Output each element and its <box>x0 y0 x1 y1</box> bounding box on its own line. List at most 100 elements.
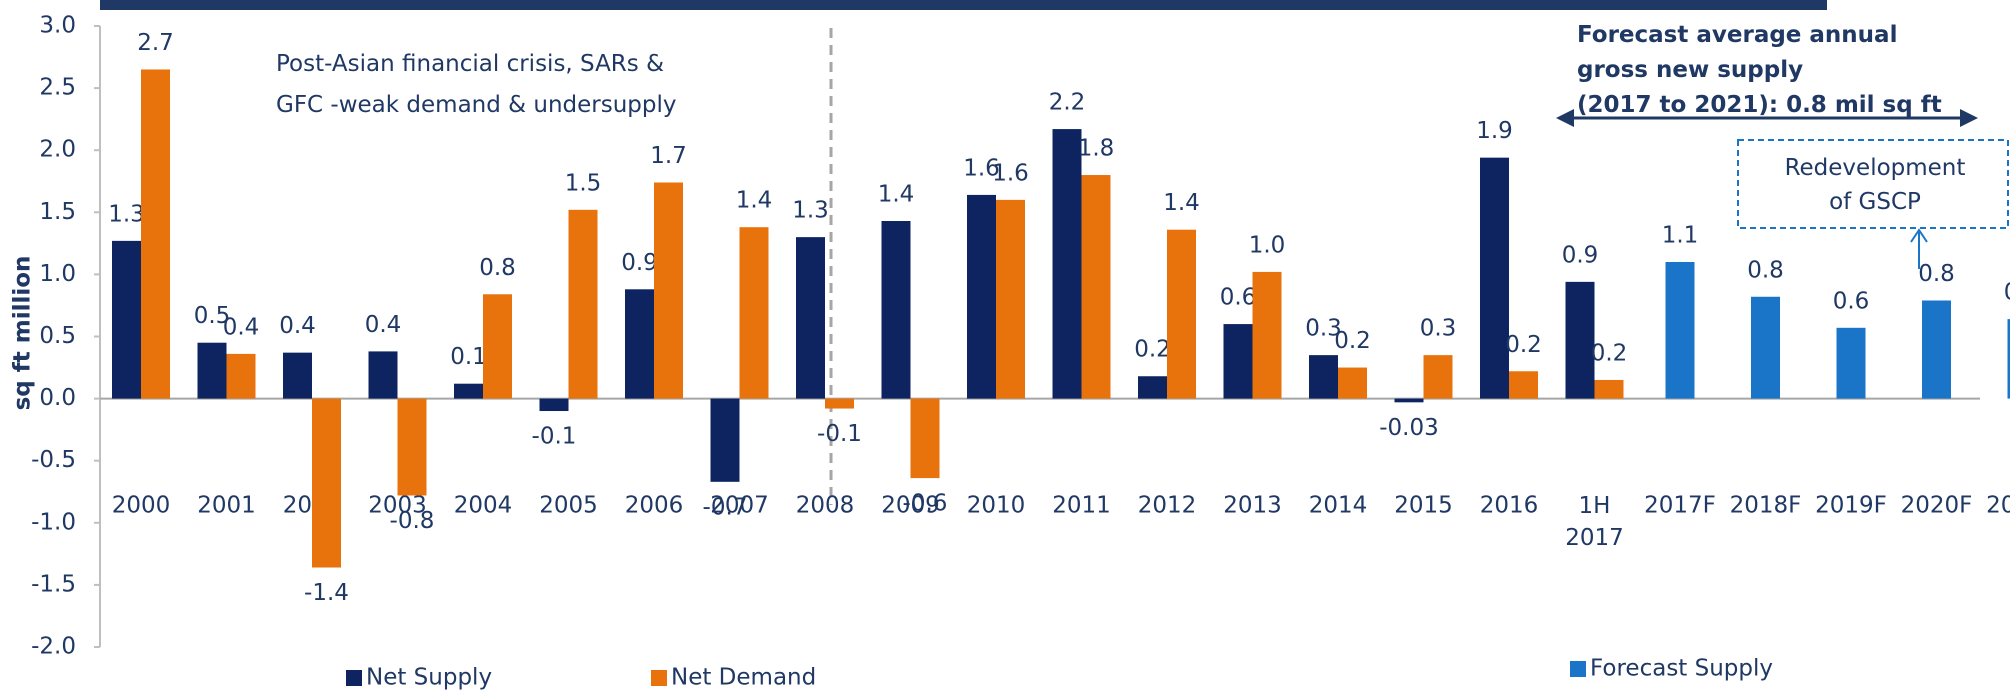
bar <box>312 398 341 568</box>
data-label: -0.6 <box>903 491 948 517</box>
y-tick-label: 2.0 <box>39 137 76 163</box>
x-tick-label: 2018F <box>1730 493 1802 519</box>
x-tick-label: 2012 <box>1138 493 1197 519</box>
bar <box>625 289 654 399</box>
y-tick-label: -0.5 <box>31 447 76 473</box>
data-label: 1.7 <box>650 143 687 169</box>
data-label: -0.8 <box>390 508 435 534</box>
data-label: 1.9 <box>1476 118 1513 144</box>
x-tick-label: 2014 <box>1309 493 1368 519</box>
x-tick-label: 2003 <box>368 493 427 519</box>
bar <box>739 227 769 399</box>
bar <box>1836 327 1866 399</box>
y-tick-label: 0.0 <box>39 385 76 411</box>
x-tick-label: 2016 <box>1480 493 1539 519</box>
data-label: 0.9 <box>621 250 658 276</box>
data-label: 1.3 <box>792 198 829 224</box>
data-label: 2.7 <box>137 30 174 56</box>
bar <box>881 220 911 399</box>
bar <box>454 383 483 399</box>
bar <box>1309 355 1338 399</box>
bar <box>1509 371 1538 399</box>
x-tick-label: 2015 <box>1394 493 1453 519</box>
x-tick-label: 2000 <box>112 493 171 519</box>
data-label: -0.03 <box>1379 415 1439 441</box>
legend-swatch <box>1570 661 1586 677</box>
data-label: 0.9 <box>1562 242 1599 268</box>
data-label: 0.4 <box>279 313 316 339</box>
x-tick-label: 2017F <box>1644 493 1716 519</box>
data-label: 0.4 <box>365 312 402 338</box>
data-label: 1.3 <box>108 201 145 227</box>
data-label: 0.6 <box>1833 288 1870 314</box>
legend-swatch <box>651 670 667 686</box>
bar <box>1052 129 1082 399</box>
data-label: 0.8 <box>1747 257 1784 283</box>
x-tick-label: 2011 <box>1052 493 1111 519</box>
bar <box>226 353 256 399</box>
arrow-head <box>1556 109 1574 127</box>
data-label: 0.8 <box>479 255 516 281</box>
data-label: 0.2 <box>1591 340 1628 366</box>
data-label: 0.1 <box>450 344 487 370</box>
y-tick-label: 1.0 <box>39 261 76 287</box>
data-label: 0.3 <box>1420 316 1457 342</box>
bar <box>1167 229 1196 399</box>
bar <box>1565 281 1595 399</box>
bar <box>1423 355 1453 399</box>
bar <box>825 398 854 409</box>
x-tick-label: 2019F <box>1815 493 1887 519</box>
data-label: 2.2 <box>1049 90 1086 116</box>
x-tick-label: 2020F <box>1901 493 1973 519</box>
data-label: 1.5 <box>565 170 602 196</box>
header-bar <box>100 0 1827 10</box>
bar <box>1081 175 1111 399</box>
bar <box>397 398 427 496</box>
x-tick-label: 2005 <box>539 493 598 519</box>
data-label: 1.8 <box>1078 136 1115 162</box>
bar <box>2007 319 2010 399</box>
bar <box>1922 300 1951 399</box>
annotation: Redevelopment of GSCP <box>1785 155 1966 215</box>
bar <box>1138 376 1167 399</box>
x-tick-label: 2013 <box>1223 493 1282 519</box>
bar <box>1594 379 1624 399</box>
bar <box>141 69 170 399</box>
bar <box>197 342 227 399</box>
annotation: Forecast average annual gross new supply(… <box>1577 22 1942 118</box>
y-tick-label: 1.5 <box>39 199 76 225</box>
bar <box>1480 157 1509 399</box>
y-tick-label: -1.0 <box>31 509 76 535</box>
bar <box>910 398 940 479</box>
bar <box>112 240 141 399</box>
x-tick-label: 2006 <box>625 493 684 519</box>
data-label: 0.8 <box>1918 261 1955 287</box>
bar <box>1338 367 1367 399</box>
data-label: 0.6 <box>1220 285 1257 311</box>
data-label: -0.7 <box>703 494 748 520</box>
x-tick-label: 1H 2017 <box>1565 493 1624 551</box>
y-tick-label: -1.5 <box>31 571 76 597</box>
x-tick-label: 2009 <box>881 493 940 519</box>
y-tick-label: 2.5 <box>39 75 76 101</box>
y-tick-label: -2.0 <box>31 634 76 660</box>
data-label: 1.4 <box>878 181 915 207</box>
x-tick-label: 2021F <box>1986 493 2010 519</box>
bar <box>796 237 825 399</box>
annotation-box <box>1737 139 2009 229</box>
data-label: 0.3 <box>1305 316 1342 342</box>
x-tick-label: 2007 <box>710 493 769 519</box>
data-label: -0.1 <box>817 421 862 447</box>
y-axis-title: sq ft million <box>10 256 36 411</box>
bar <box>1223 324 1253 399</box>
data-label: 1.1 <box>1662 222 1699 248</box>
data-label: 1.6 <box>992 160 1029 186</box>
data-label: 0.2 <box>1134 337 1171 363</box>
data-label: 0.6 <box>2004 280 2010 306</box>
bar <box>1252 271 1282 399</box>
bar <box>996 199 1025 399</box>
bar <box>1751 296 1780 399</box>
bar <box>1665 261 1695 399</box>
data-label: 0.4 <box>223 314 260 340</box>
